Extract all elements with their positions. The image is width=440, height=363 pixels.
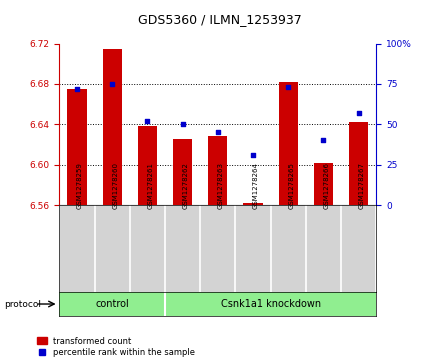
Bar: [138, 126, 157, 205]
Bar: [67, 89, 87, 205]
Point: [214, 130, 221, 135]
Point: [320, 138, 327, 143]
Point: [179, 121, 186, 127]
Bar: [279, 82, 298, 205]
Point: [73, 86, 81, 92]
Bar: [173, 139, 192, 205]
Point: [109, 81, 116, 87]
Point: [355, 110, 362, 116]
Text: GSM1278262: GSM1278262: [183, 163, 189, 209]
Bar: [314, 163, 333, 205]
Text: GSM1278259: GSM1278259: [77, 163, 83, 209]
Text: GSM1278260: GSM1278260: [112, 163, 118, 209]
Text: GSM1278267: GSM1278267: [359, 163, 365, 209]
Text: GSM1278263: GSM1278263: [218, 163, 224, 209]
Bar: [349, 122, 368, 205]
Text: GSM1278265: GSM1278265: [288, 163, 294, 209]
Text: protocol: protocol: [4, 299, 41, 309]
Text: control: control: [95, 299, 129, 309]
Point: [144, 118, 151, 124]
Bar: [208, 136, 227, 205]
Text: GSM1278266: GSM1278266: [323, 163, 330, 209]
Legend: transformed count, percentile rank within the sample: transformed count, percentile rank withi…: [35, 335, 197, 359]
Text: Csnk1a1 knockdown: Csnk1a1 knockdown: [220, 299, 321, 309]
Point: [249, 152, 257, 158]
Text: GDS5360 / ILMN_1253937: GDS5360 / ILMN_1253937: [138, 13, 302, 26]
Bar: [243, 203, 263, 205]
Text: GSM1278264: GSM1278264: [253, 163, 259, 209]
Point: [285, 84, 292, 90]
Text: GSM1278261: GSM1278261: [147, 163, 154, 209]
Bar: [103, 49, 122, 205]
